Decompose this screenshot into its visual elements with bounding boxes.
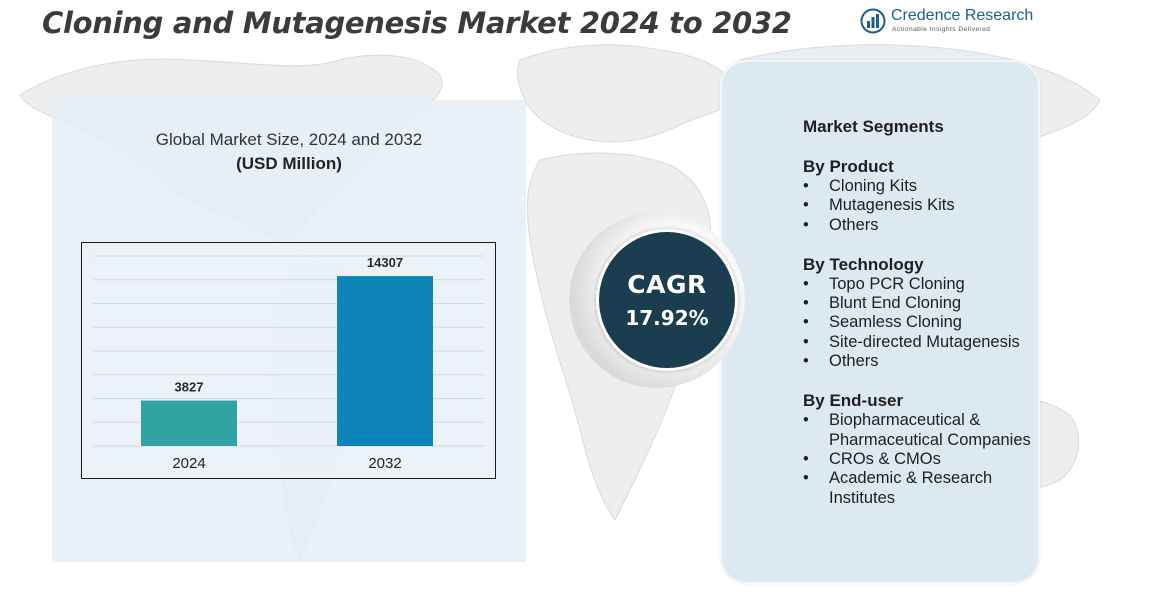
segment-item: Others bbox=[803, 216, 1035, 236]
chart-unit: (USD Million) bbox=[236, 154, 342, 173]
market-segments: Market Segments By Product Cloning Kits … bbox=[803, 116, 1035, 528]
x-tick-label-2024: 2024 bbox=[172, 455, 205, 472]
segment-item: Mutagenesis Kits bbox=[803, 196, 1035, 216]
bar-2032 bbox=[337, 276, 433, 446]
cagr-label: CAGR bbox=[627, 270, 707, 299]
segment-item: Seamless Cloning bbox=[803, 313, 1035, 333]
page-title: Cloning and Mutagenesis Market 2024 to 2… bbox=[42, 6, 792, 40]
segment-list-product: Cloning Kits Mutagenesis Kits Others bbox=[803, 177, 1035, 235]
segment-item: CROs & CMOs bbox=[803, 450, 1035, 470]
cagr-value: 17.92% bbox=[625, 306, 709, 330]
chart-heading: Global Market Size, 2024 and 2032 (USD M… bbox=[52, 128, 526, 176]
segment-group-title: By End-user bbox=[803, 391, 904, 411]
data-label-2024: 3827 bbox=[175, 380, 204, 395]
brand-name: Credence Research bbox=[891, 7, 1034, 24]
segment-item: Blunt End Cloning bbox=[803, 294, 1035, 314]
chart-subtitle: Global Market Size, 2024 and 2032 bbox=[155, 130, 423, 149]
bar-2024 bbox=[141, 400, 237, 446]
segments-title: Market Segments bbox=[803, 117, 944, 136]
bar-chart: 3827 2024 14307 2032 bbox=[93, 255, 484, 472]
segment-list-end-user: Biopharmaceutical & Pharmaceutical Compa… bbox=[803, 411, 1035, 507]
segment-item: Cloning Kits bbox=[803, 177, 1035, 197]
segment-group-title: By Product bbox=[803, 157, 894, 176]
segment-item: Academic & Research Institutes bbox=[803, 469, 1035, 508]
brand-tagline: Actionable Insights Delivered bbox=[892, 26, 991, 33]
segment-item: Others bbox=[803, 352, 1035, 372]
bar-chart-circle-icon bbox=[860, 8, 886, 34]
brand-logo[interactable]: Credence Research Actionable Insights De… bbox=[860, 7, 1040, 37]
segment-item: Site-directed Mutagenesis bbox=[803, 333, 1035, 353]
segment-item: Topo PCR Cloning bbox=[803, 275, 1035, 295]
segment-group-title: By Technology bbox=[803, 254, 924, 274]
data-label-2032: 14307 bbox=[367, 255, 403, 270]
segment-list-technology: Topo PCR Cloning Blunt End Cloning Seaml… bbox=[803, 275, 1035, 372]
cagr-badge: CAGR 17.92% bbox=[596, 229, 738, 371]
x-tick-label-2032: 2032 bbox=[368, 455, 401, 472]
segment-item: Biopharmaceutical & Pharmaceutical Compa… bbox=[803, 411, 1035, 450]
